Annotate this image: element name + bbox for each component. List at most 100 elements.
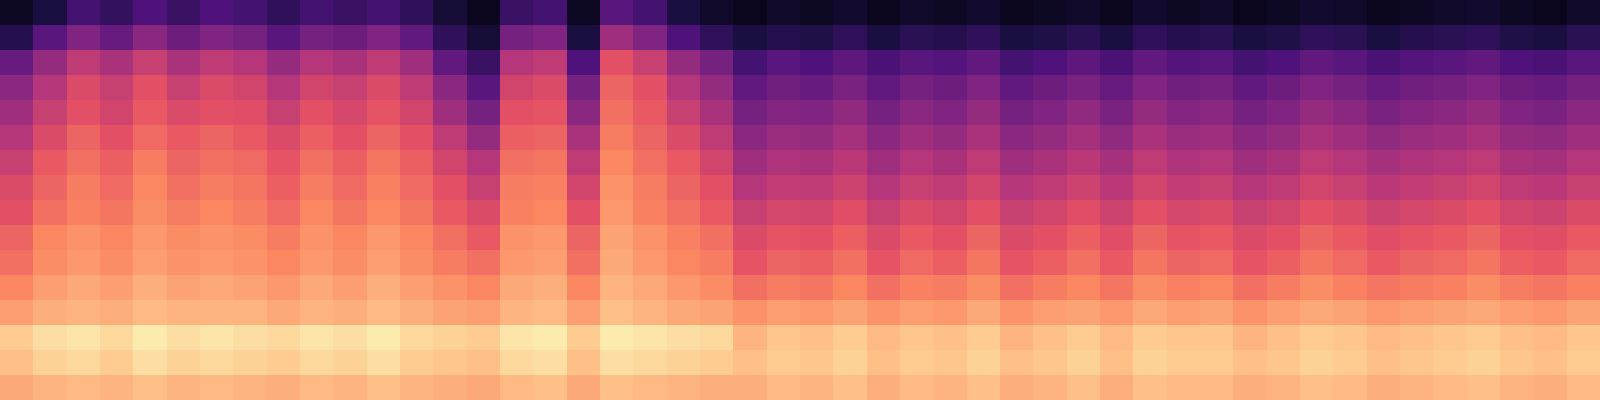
cell [367, 125, 401, 151]
cell [1100, 175, 1134, 201]
cell [833, 375, 867, 400]
cell [1533, 50, 1567, 76]
cell [400, 300, 434, 326]
cell [267, 375, 301, 400]
cell [400, 75, 434, 101]
cell [1300, 175, 1334, 201]
cell [1467, 150, 1501, 176]
cell [433, 50, 467, 76]
cell [1000, 150, 1034, 176]
cell [533, 50, 567, 76]
cell [200, 275, 234, 301]
cell [1333, 200, 1367, 226]
cell [667, 375, 701, 400]
cell [1133, 50, 1167, 76]
cell [233, 250, 267, 276]
cell [700, 75, 734, 101]
cell [233, 275, 267, 301]
cell [533, 25, 567, 51]
cell [1133, 300, 1167, 326]
cell [800, 125, 834, 151]
cell [1233, 250, 1267, 276]
cell [167, 0, 201, 26]
cell [1000, 225, 1034, 251]
cell [1033, 25, 1067, 51]
cell [167, 350, 201, 376]
cell [267, 325, 301, 351]
cell [500, 250, 534, 276]
cell [567, 250, 601, 276]
cell [467, 275, 501, 301]
cell [1300, 0, 1334, 26]
cell [667, 250, 701, 276]
cell [100, 150, 134, 176]
cell [900, 50, 934, 76]
cell [367, 100, 401, 126]
cell [600, 25, 634, 51]
cell [1267, 200, 1301, 226]
cell [1033, 300, 1067, 326]
cell [900, 100, 934, 126]
cell [467, 50, 501, 76]
cell [1500, 25, 1534, 51]
cell [367, 325, 401, 351]
cell [1200, 150, 1234, 176]
cell [1433, 75, 1467, 101]
cell [200, 0, 234, 26]
cell [700, 300, 734, 326]
cell [1267, 325, 1301, 351]
cell [1200, 75, 1234, 101]
cell [1033, 325, 1067, 351]
cell [1400, 275, 1434, 301]
cell [1067, 0, 1101, 26]
cell [1100, 375, 1134, 400]
cell [1567, 375, 1600, 400]
cell [267, 175, 301, 201]
cell [1200, 100, 1234, 126]
cell [1433, 300, 1467, 326]
cell [133, 250, 167, 276]
cell [733, 50, 767, 76]
cell [900, 275, 934, 301]
cell [67, 175, 101, 201]
cell [633, 75, 667, 101]
cell [300, 150, 334, 176]
cell [1467, 75, 1501, 101]
cell [700, 25, 734, 51]
cell [1200, 25, 1234, 51]
cell [133, 225, 167, 251]
cell [667, 25, 701, 51]
cell [633, 50, 667, 76]
cell [500, 175, 534, 201]
cell [467, 75, 501, 101]
cell [767, 150, 801, 176]
cell [1400, 125, 1434, 151]
cell [1300, 25, 1334, 51]
cell [1267, 150, 1301, 176]
cell [667, 150, 701, 176]
cell [567, 375, 601, 400]
cell [633, 325, 667, 351]
cell [633, 100, 667, 126]
cell [967, 150, 1001, 176]
cell [1333, 300, 1367, 326]
cell [933, 325, 967, 351]
cell [167, 100, 201, 126]
cell [500, 100, 534, 126]
cell [267, 300, 301, 326]
cell [67, 375, 101, 400]
cell [1567, 25, 1600, 51]
cell [300, 125, 334, 151]
cell [1033, 75, 1067, 101]
cell [1133, 250, 1167, 276]
cell [933, 225, 967, 251]
cell [433, 250, 467, 276]
cell [967, 125, 1001, 151]
cell [733, 150, 767, 176]
cell [367, 250, 401, 276]
cell [1400, 250, 1434, 276]
cell [200, 375, 234, 400]
cell [1300, 250, 1334, 276]
cell [1133, 325, 1167, 351]
cell [1467, 250, 1501, 276]
